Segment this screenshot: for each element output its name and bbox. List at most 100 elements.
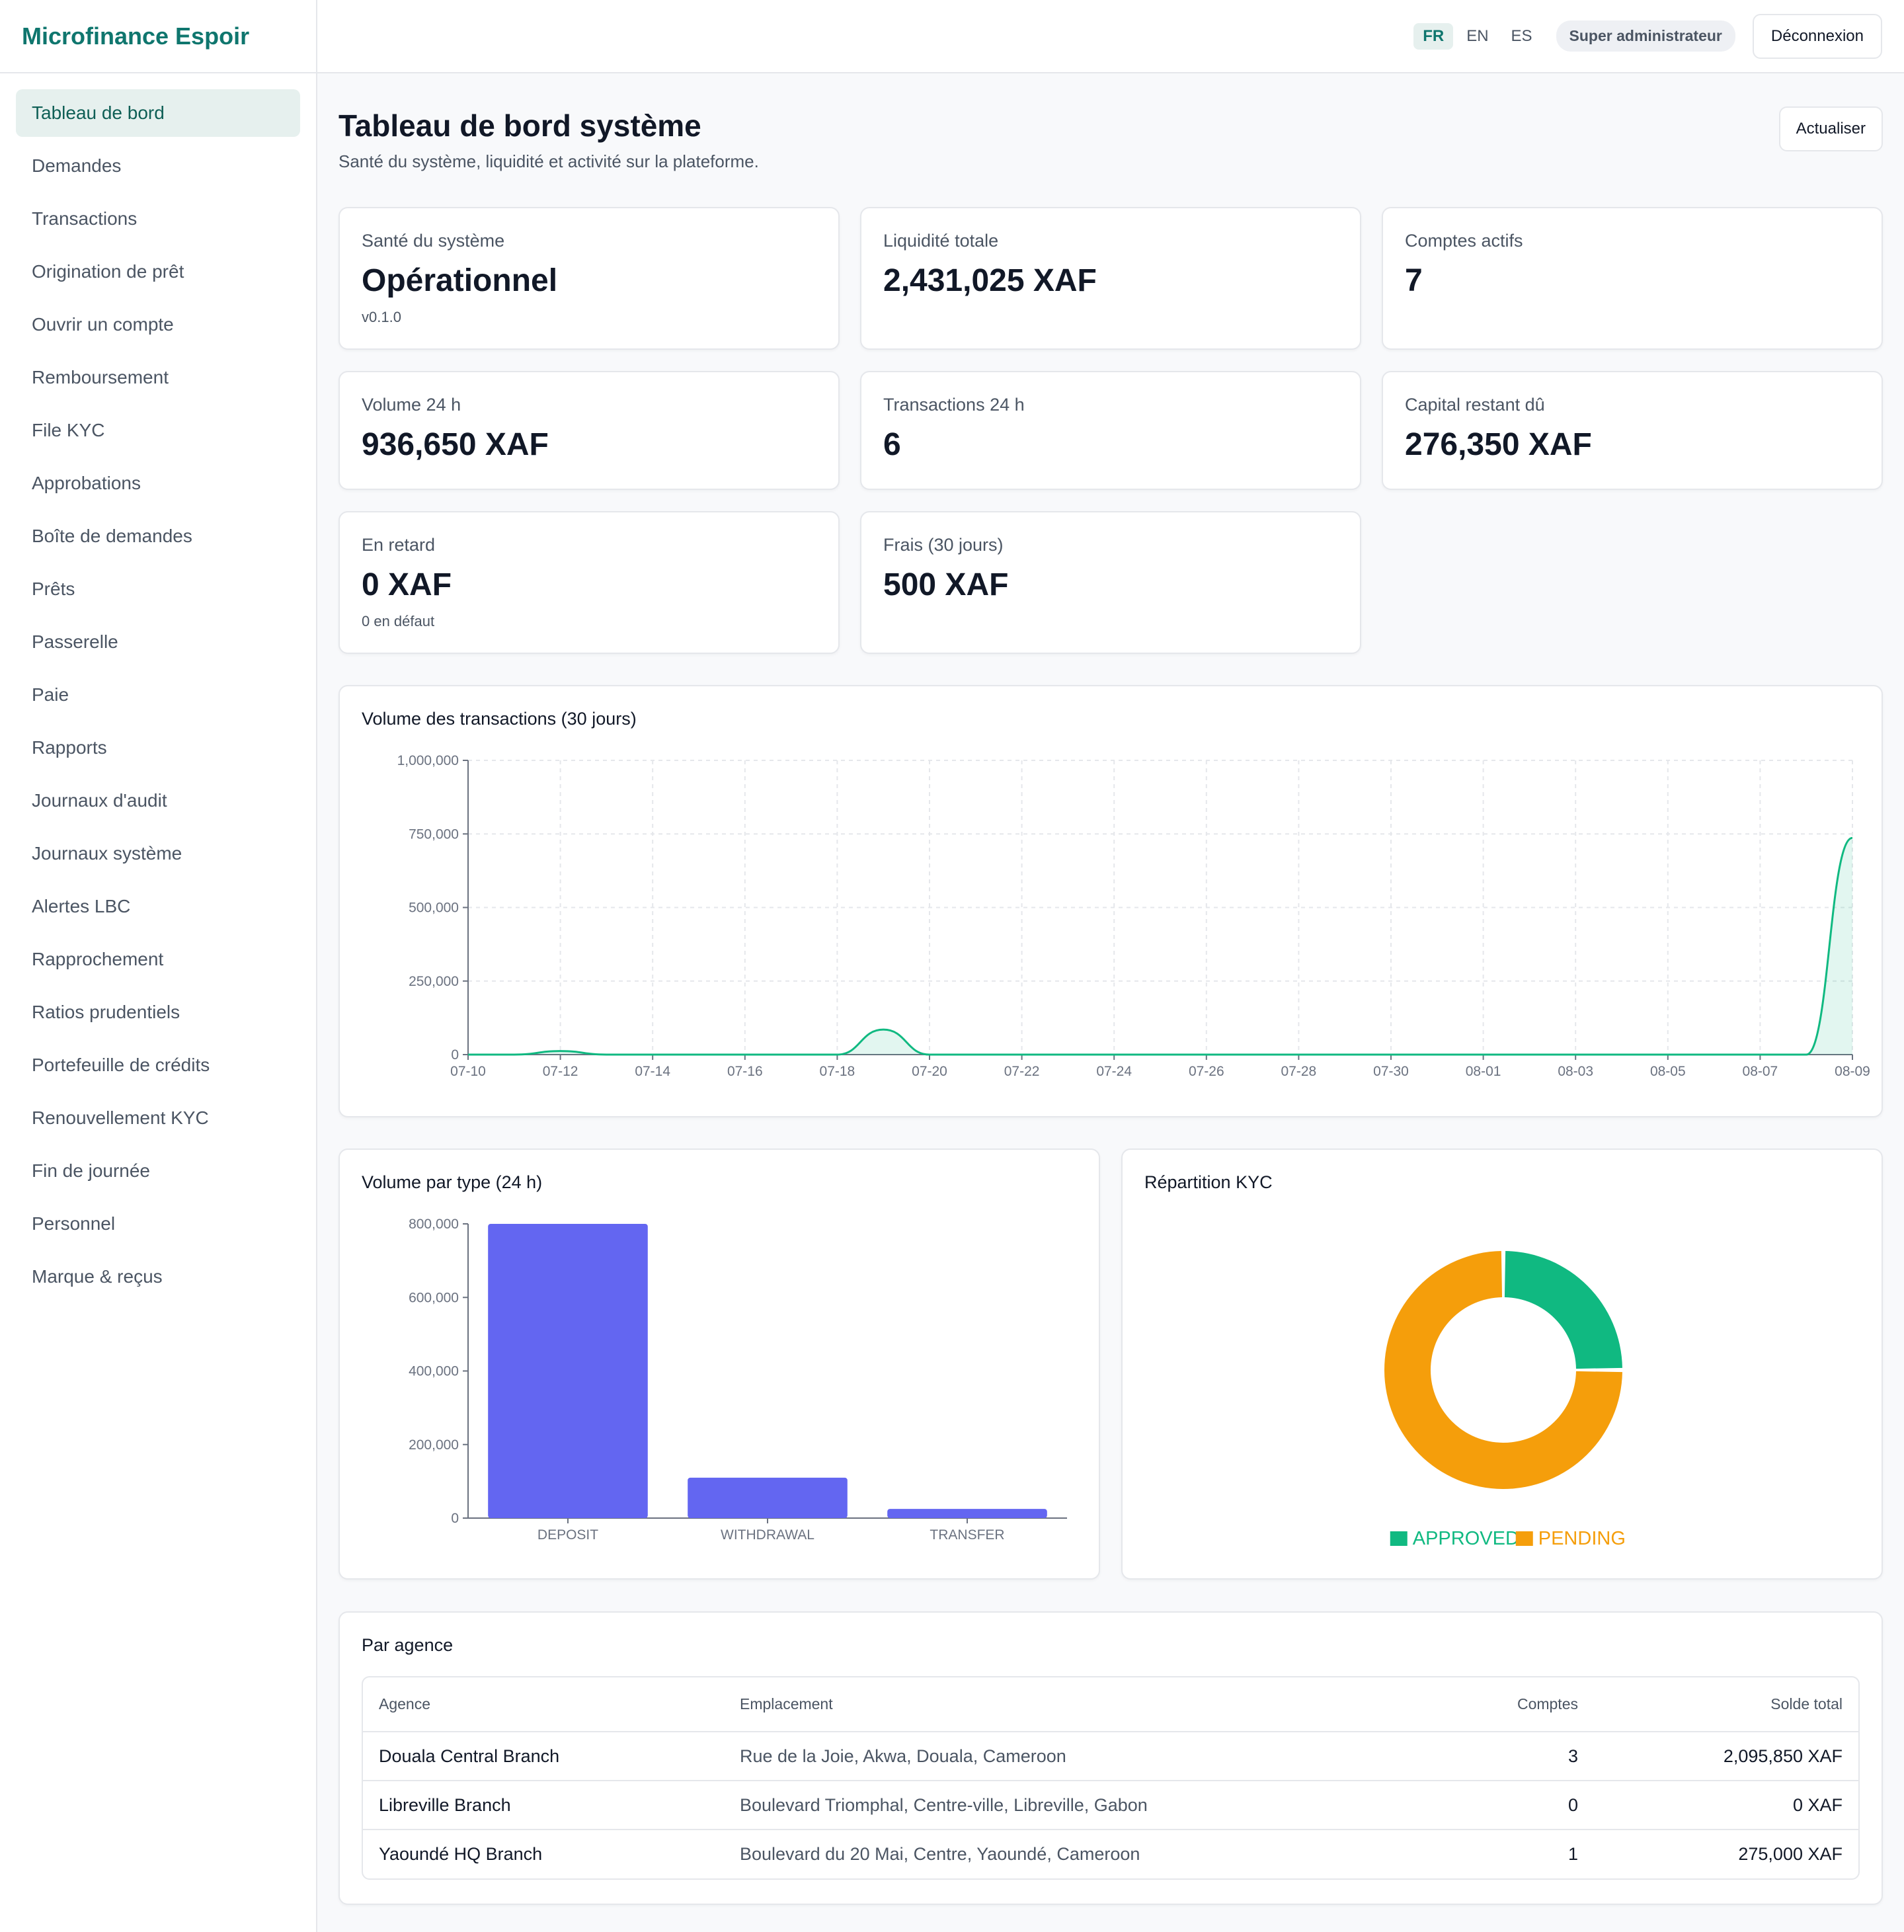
sidebar-item-6[interactable]: File KYC	[32, 420, 105, 440]
stat-value: 0 XAF	[362, 567, 452, 602]
column-header-location[interactable]: Emplacement	[724, 1677, 1422, 1732]
role-badge: Super administrateur	[1556, 20, 1735, 52]
x-tick-label: 07-10	[450, 1064, 486, 1079]
agency-name: Yaoundé HQ Branch	[379, 1844, 543, 1864]
slice-approved	[1504, 1251, 1622, 1369]
stat-label: Transactions 24 h	[883, 395, 1025, 415]
sidebar-item-11[interactable]: Paie	[32, 684, 69, 705]
x-tick-label: 07-30	[1373, 1064, 1409, 1079]
y-tick-label: 200,000	[409, 1437, 459, 1453]
sidebar-item-5[interactable]: Remboursement	[32, 367, 169, 387]
agency-accounts: 0	[1422, 1781, 1594, 1830]
x-tick-label: 07-18	[820, 1064, 855, 1079]
stat-label: En retard	[362, 535, 436, 555]
legend-swatch-pending	[1515, 1531, 1533, 1546]
sidebar-item-21[interactable]: Personnel	[32, 1213, 116, 1234]
sidebar-item-9[interactable]: Prêts	[32, 579, 75, 599]
sidebar-item-1[interactable]: Demandes	[32, 155, 122, 176]
x-tick-label: 07-28	[1281, 1064, 1317, 1079]
sidebar-item-15[interactable]: Alertes LBC	[32, 896, 131, 916]
y-tick-label: 1,000,000	[397, 753, 459, 768]
bar-deposit	[488, 1224, 648, 1518]
refresh-button[interactable]: Actualiser	[1778, 106, 1883, 151]
y-tick-label: 0	[451, 1047, 459, 1063]
sidebar-item-22[interactable]: Marque & reçus	[32, 1266, 163, 1287]
chart-title: Volume par type (24 h)	[362, 1172, 543, 1192]
agency-accounts: 1	[1567, 1844, 1578, 1864]
legend-label-pending: PENDING	[1538, 1528, 1626, 1549]
kyc-breakdown-chart: APPROVED PENDING	[1384, 1251, 1626, 1549]
x-tick-label: 08-05	[1650, 1064, 1686, 1079]
volume-by-type-chart-card: Volume par type (24 h) 0 200,000 400,000 60…	[338, 1148, 1100, 1580]
branches-table: Agence Emplacement Comptes Solde total D…	[363, 1677, 1858, 1878]
agency-balance: 0 XAF	[1594, 1781, 1858, 1830]
sidebar-item-17[interactable]: Ratios prudentiels	[32, 1002, 180, 1022]
stat-value: 7	[1405, 263, 1423, 298]
sidebar-item-14[interactable]: Journaux système	[32, 843, 182, 864]
default-count: 0 en défaut	[362, 613, 435, 629]
series-line	[467, 836, 1853, 1056]
sidebar-item-18[interactable]: Portefeuille de crédits	[32, 1055, 210, 1075]
volume-by-type-chart: 0 200,000 400,000 600,000 800,000 DEPOSIT WITH…	[409, 1217, 1067, 1543]
branches-title: Par agence	[362, 1635, 454, 1655]
y-tick-label: 600,000	[409, 1290, 459, 1305]
agency-name: Douala Central Branch	[363, 1732, 724, 1781]
top-bar: FR EN ES Super administrateur Déconnexio…	[317, 0, 1904, 73]
x-tick-label: 07-24	[1096, 1064, 1132, 1079]
sidebar-nav: Tableau de bord Demandes Transactions Origi…	[0, 73, 316, 1322]
sidebar-item-2[interactable]: Transactions	[32, 208, 138, 229]
stat-label: Santé du système	[362, 231, 505, 251]
sidebar-item-19[interactable]: Renouvellement KYC	[32, 1107, 209, 1128]
x-tick-label: DEPOSIT	[537, 1527, 598, 1543]
stat-card-volume-24h: Volume 24 h 936,650 XAF	[338, 371, 840, 490]
agency-location: Boulevard Triomphal, Centre-ville, Libre…	[724, 1781, 1422, 1830]
chart-title: Répartition KYC	[1144, 1172, 1273, 1192]
agency-accounts: 3	[1422, 1732, 1594, 1781]
sidebar-item-0[interactable]: Tableau de bord	[16, 89, 300, 137]
sidebar-item-12[interactable]: Rapports	[32, 737, 107, 758]
page-title: Tableau de bord système	[338, 108, 701, 143]
stat-value: Opérationnel	[362, 263, 558, 298]
sidebar-item-7[interactable]: Approbations	[32, 473, 141, 493]
sidebar-item-8[interactable]: Boîte de demandes	[32, 526, 192, 546]
stat-value: 936,650 XAF	[362, 427, 549, 462]
bar-withdrawal	[688, 1477, 848, 1518]
x-tick-label: 08-07	[1743, 1064, 1778, 1079]
language-fr[interactable]: FR	[1413, 22, 1454, 50]
column-header-agency[interactable]: Agence	[363, 1677, 724, 1732]
column-header-balance[interactable]: Solde total	[1594, 1677, 1858, 1732]
sidebar: Microfinance Espoir Tableau de bord Deman…	[0, 0, 317, 1932]
sidebar-item-4[interactable]: Ouvrir un compte	[32, 314, 174, 335]
y-tick-label: 0	[451, 1511, 459, 1526]
y-tick-label: 500,000	[409, 901, 459, 916]
agency-name: Libreville Branch	[363, 1781, 724, 1830]
sidebar-item-20[interactable]: Fin de journée	[32, 1160, 151, 1181]
logout-button[interactable]: Déconnexion	[1752, 13, 1882, 59]
y-tick-label: 250,000	[409, 974, 459, 989]
table-row[interactable]: Yaoundé HQ Branch Boulevard du 20 Mai, C…	[363, 1830, 1858, 1878]
sidebar-item-13[interactable]: Journaux d'audit	[32, 790, 167, 811]
table-row[interactable]: Douala Central Branch Rue de la Joie, Ak…	[363, 1732, 1858, 1781]
stat-value: 2,431,025 XAF	[883, 263, 1097, 298]
branches-card: Par agence Agence Emplacement Comptes So…	[338, 1611, 1883, 1905]
y-tick-label: 800,000	[409, 1217, 459, 1232]
chart-title: Volume des transactions (30 jours)	[362, 709, 637, 729]
sidebar-item-16[interactable]: Rapprochement	[32, 949, 164, 969]
stat-value: 500 XAF	[883, 567, 1009, 602]
brand-logo[interactable]: Microfinance Espoir	[0, 0, 316, 73]
table-row[interactable]: Libreville Branch Boulevard Triomphal, C…	[363, 1781, 1858, 1830]
stat-card-capital: Capital restant dû 276,350 XAF	[1382, 371, 1883, 490]
language-en[interactable]: EN	[1466, 26, 1489, 45]
x-tick-label: 07-20	[912, 1064, 947, 1079]
agency-location: Rue de la Joie, Akwa, Douala, Cameroon	[724, 1732, 1422, 1781]
x-tick-label: WITHDRAWAL	[721, 1527, 814, 1543]
legend-swatch-approved	[1390, 1531, 1408, 1546]
sidebar-item-3[interactable]: Origination de prêt	[32, 261, 184, 282]
column-header-accounts[interactable]: Comptes	[1422, 1677, 1594, 1732]
sidebar-item-10[interactable]: Passerelle	[32, 631, 118, 652]
y-tick-label: 750,000	[409, 826, 459, 842]
page-subtitle: Santé du système, liquidité et activité …	[338, 151, 759, 171]
x-tick-label: 07-12	[543, 1064, 578, 1079]
stat-label: Volume 24 h	[362, 395, 461, 415]
language-es[interactable]: ES	[1511, 26, 1532, 45]
